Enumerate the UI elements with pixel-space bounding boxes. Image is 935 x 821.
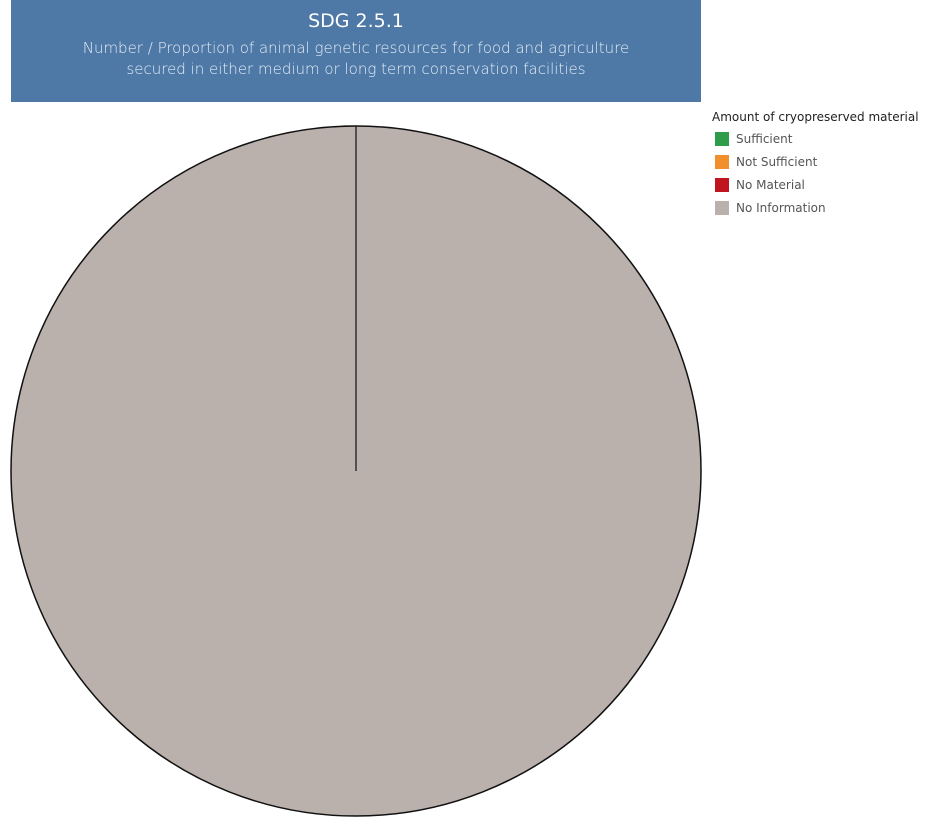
- legend-title: Amount of cryopreserved material: [712, 110, 919, 124]
- legend-swatch: [715, 131, 729, 146]
- chart-title: SDG 2.5.1: [308, 10, 404, 32]
- legend-item-sufficient[interactable]: Sufficient: [715, 127, 935, 150]
- chart-header: SDG 2.5.1 Number / Proportion of animal …: [11, 0, 701, 102]
- legend-item-not-sufficient[interactable]: Not Sufficient: [715, 150, 935, 173]
- legend-swatch: [715, 177, 729, 192]
- legend-swatch: [715, 154, 729, 169]
- legend-swatch: [715, 200, 729, 215]
- chart-subtitle: Number / Proportion of animal genetic re…: [11, 38, 701, 80]
- legend-item-no-material[interactable]: No Material: [715, 173, 935, 196]
- legend-item-no-information[interactable]: No Information: [715, 196, 935, 219]
- legend-label: No Material: [736, 177, 805, 192]
- legend: Amount of cryopreserved material Suffici…: [712, 110, 935, 219]
- legend-label: Not Sufficient: [736, 154, 818, 169]
- chart-subtitle-line-2: secured in either medium or long term co…: [126, 60, 586, 78]
- legend-label: No Information: [736, 200, 826, 215]
- legend-label: Sufficient: [736, 131, 793, 146]
- chart-subtitle-line-1: Number / Proportion of animal genetic re…: [82, 39, 630, 57]
- pie-chart: [10, 125, 702, 817]
